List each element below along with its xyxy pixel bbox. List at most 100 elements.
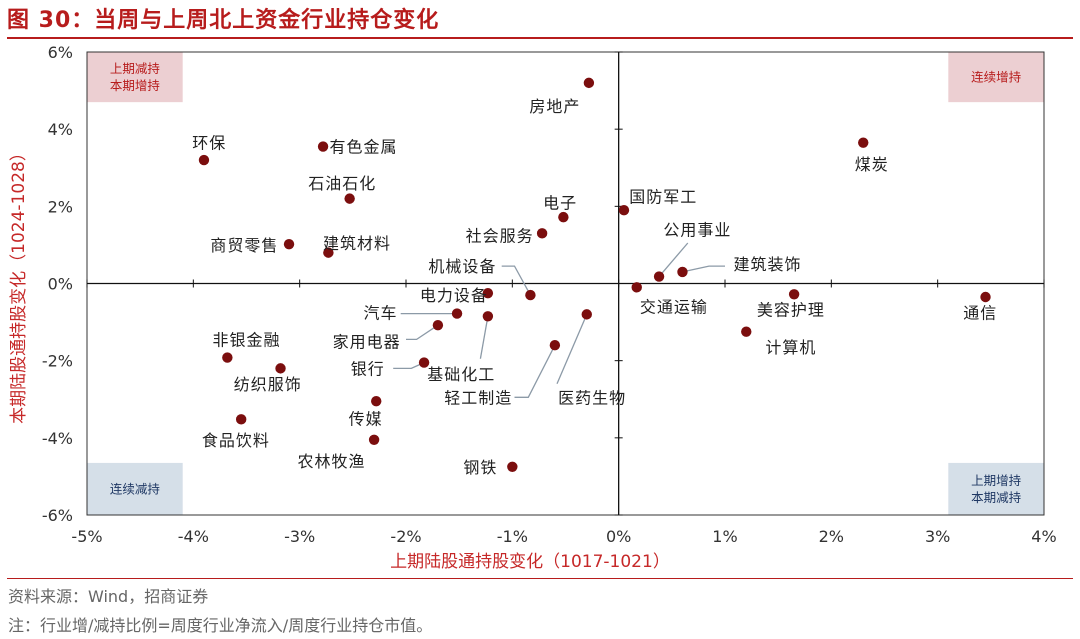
data-point xyxy=(418,357,430,368)
data-point xyxy=(858,137,869,148)
formula-note: 注：行业增/减持比例=周度行业净流入/周度行业持仓市值。 xyxy=(8,616,433,635)
data-point xyxy=(283,238,295,250)
x-tick-label: 4% xyxy=(1031,527,1056,546)
data-point xyxy=(222,352,233,363)
point-label: 轻工制造 xyxy=(444,388,512,407)
leader-lines xyxy=(393,242,725,398)
point-label: 计算机 xyxy=(765,338,816,357)
quadrant-label: 连续增持 xyxy=(971,70,1021,85)
data-point xyxy=(344,193,355,204)
data-point xyxy=(368,434,380,445)
x-tick-label: -1% xyxy=(497,527,528,546)
point-label: 有色金属 xyxy=(329,138,397,157)
leader-line xyxy=(658,242,689,278)
leader-line xyxy=(682,265,725,273)
point-label: 石油石化 xyxy=(308,174,376,193)
y-tick-label: -4% xyxy=(42,429,73,448)
source-note: 资料来源：Wind，招商证券 xyxy=(8,587,209,606)
y-tick-label: 0% xyxy=(48,275,73,294)
quadrant-box xyxy=(948,462,1044,515)
data-point xyxy=(275,363,286,374)
point-label: 公用事业 xyxy=(663,220,731,239)
point-label: 纺织服饰 xyxy=(234,375,302,394)
y-axis-title: 本期陆股通持股变化（1024-1028） xyxy=(9,144,29,424)
x-tick-label: -2% xyxy=(390,527,421,546)
footer-rule xyxy=(7,578,1073,579)
point-label: 食品饮料 xyxy=(202,431,270,450)
point-label: 建筑装饰 xyxy=(734,255,802,274)
leader-line xyxy=(514,344,556,398)
data-point xyxy=(631,282,642,293)
data-point xyxy=(317,141,329,152)
y-tick-label: 2% xyxy=(48,197,73,216)
data-point xyxy=(432,319,444,331)
point-label: 家用电器 xyxy=(333,332,401,351)
data-point xyxy=(558,211,569,223)
quadrant-label: 上期增持 xyxy=(971,473,1021,488)
leader-line xyxy=(406,324,439,341)
data-point xyxy=(323,247,334,258)
point-label: 电力设备 xyxy=(420,286,488,305)
point-label: 银行 xyxy=(351,359,385,378)
x-tick-label: -5% xyxy=(71,527,102,546)
data-point xyxy=(980,291,991,303)
quadrant-box xyxy=(948,52,1044,103)
y-tick-label: 4% xyxy=(48,120,73,139)
point-label: 建筑材料 xyxy=(323,234,391,253)
point-label: 农林牧渔 xyxy=(298,452,366,471)
leader-line xyxy=(479,316,489,359)
point-label: 美容护理 xyxy=(757,301,825,320)
point-label: 交通运输 xyxy=(640,298,708,317)
figure-title: 图 30：当周与上周北上资金行业持仓变化 xyxy=(7,8,440,33)
data-point xyxy=(741,326,752,337)
point-label: 电子 xyxy=(543,193,577,212)
point-label: 社会服务 xyxy=(466,226,534,245)
data-point xyxy=(525,289,536,301)
data-point xyxy=(536,228,548,239)
point-label: 国防军工 xyxy=(629,188,697,207)
x-tick-label: 2% xyxy=(819,527,844,546)
data-point xyxy=(581,309,592,320)
data-point xyxy=(653,271,665,282)
point-label: 煤炭 xyxy=(855,155,889,174)
data-point xyxy=(549,340,561,351)
figure-header: 图 30：当周与上周北上资金行业持仓变化 xyxy=(0,0,1080,40)
data-point xyxy=(451,308,463,319)
data-point xyxy=(198,154,210,166)
point-label: 汽车 xyxy=(363,303,397,322)
data-point xyxy=(235,414,247,425)
leader-line xyxy=(501,265,531,296)
y-tick-label: -6% xyxy=(42,506,73,525)
x-tick-label: -4% xyxy=(178,527,209,546)
quadrant-label: 连续减持 xyxy=(110,481,160,496)
quadrant-box xyxy=(87,52,183,103)
axes: -5% -4% -3% -2% -1% 0% 1% 2% 3% 4% 6% 4% 2% 0% -2% -4% -… xyxy=(42,43,1057,546)
point-label: 通信 xyxy=(963,303,997,322)
x-tick-label: 0% xyxy=(606,527,631,546)
point-label: 商贸零售 xyxy=(210,236,278,255)
data-point xyxy=(482,287,494,299)
y-tick-label: -2% xyxy=(42,352,73,371)
y-tick-label: 6% xyxy=(48,43,73,62)
point-label: 机械设备 xyxy=(428,257,496,276)
data-point xyxy=(618,204,630,216)
point-label: 非银金融 xyxy=(212,330,280,349)
quadrant-label: 本期减持 xyxy=(971,490,1021,505)
data-point xyxy=(371,395,382,407)
point-label: 传媒 xyxy=(349,410,383,429)
point-label: 医药生物 xyxy=(558,388,626,407)
data-point xyxy=(507,461,518,472)
point-label: 钢铁 xyxy=(463,458,497,477)
x-tick-label: -3% xyxy=(284,527,315,546)
data-points xyxy=(198,77,991,472)
quadrant-label: 上期减持 xyxy=(110,61,160,76)
leader-line xyxy=(556,314,588,385)
data-point xyxy=(788,289,800,300)
data-point xyxy=(482,311,494,322)
data-point xyxy=(583,77,595,89)
header-rule xyxy=(7,37,1073,39)
point-label: 房地产 xyxy=(529,97,580,116)
